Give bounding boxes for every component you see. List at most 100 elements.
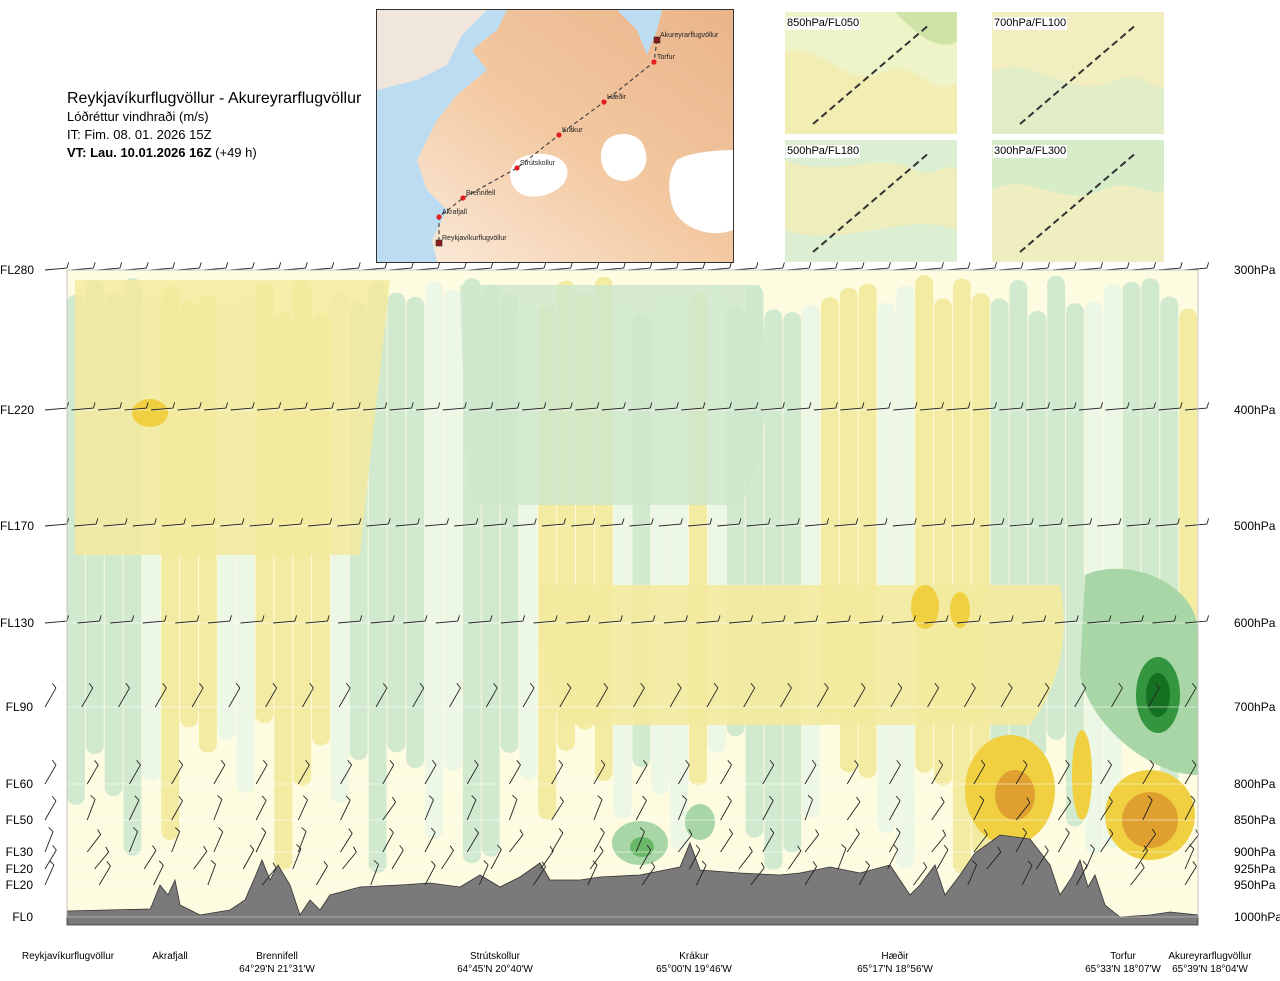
wind-barb-flag — [1153, 402, 1157, 409]
wind-barb-flag — [1027, 860, 1033, 866]
wind-barb-flag — [92, 262, 96, 269]
waypoint-name: Hæðir — [881, 951, 909, 962]
level-map-850-label: 850hPa/FL050 — [786, 17, 861, 30]
wind-barb — [255, 764, 268, 785]
wind-barb-flag — [972, 518, 976, 525]
wind-barb-flag — [353, 846, 357, 853]
wind-barb — [1100, 764, 1112, 785]
wind-barb — [635, 831, 645, 853]
wind-barb — [1184, 764, 1197, 785]
wind-barb — [204, 407, 227, 411]
wind-barb — [44, 800, 57, 821]
wind-barb-flag — [943, 518, 946, 525]
wind-barb-flag — [623, 402, 626, 409]
wind-barb — [213, 764, 226, 785]
wind-barb-flag — [888, 262, 891, 269]
waypoint-name: Akureyrarflugvöllur — [1168, 951, 1252, 962]
wind-barb — [1184, 407, 1207, 411]
wind-barb — [191, 523, 214, 527]
wind-barb-flag — [1118, 518, 1122, 525]
wind-barb — [541, 523, 564, 527]
wind-barb-flag — [865, 860, 870, 866]
pressure-level-label: 300hPa — [1234, 263, 1276, 277]
wind-barb — [533, 866, 546, 886]
product-title: Lóðréttur vindhraði (m/s) — [67, 109, 209, 124]
wind-barb — [973, 764, 986, 785]
wind-barb-flag — [592, 860, 598, 866]
wind-barb-flag — [943, 844, 949, 851]
waypoint-coord: 65°33'N 18°07'W — [1085, 964, 1161, 975]
wind-barb — [575, 407, 598, 411]
wind-barb-flag — [178, 795, 183, 802]
wind-barb-flag — [967, 262, 971, 269]
wind-barb-flag — [1065, 759, 1070, 766]
wind-barb-flag — [392, 615, 395, 622]
wind-barb-flag — [782, 262, 785, 269]
wind-barb — [813, 407, 836, 411]
wind-barb-flag — [1140, 862, 1145, 868]
wind-barb — [375, 687, 388, 708]
wind-barb — [1078, 407, 1101, 411]
wind-barb — [600, 523, 623, 527]
wind-barb-flag — [162, 682, 167, 689]
xs-lift-region — [460, 285, 766, 505]
wind-barb — [255, 800, 267, 821]
wind-barb-flag — [125, 682, 130, 689]
wind-barb — [466, 764, 479, 785]
wind-barb-flag — [392, 796, 397, 803]
wind-barb-flag — [729, 262, 732, 269]
wind-barb-flag — [382, 682, 388, 689]
wind-barb-flag — [497, 844, 502, 850]
flight-level-label: FL220 — [0, 403, 35, 417]
wind-barb — [780, 687, 792, 708]
flight-level-label: FL90 — [5, 700, 33, 714]
wind-barb-flag — [808, 262, 812, 269]
wind-barb-flag — [1100, 262, 1103, 269]
wind-barb-flag — [727, 759, 732, 766]
wind-barb-flag — [124, 518, 128, 525]
wind-barb-flag — [1060, 518, 1063, 525]
wind-barb-flag — [570, 402, 573, 409]
route-airport-marker — [435, 239, 443, 247]
wind-barb — [589, 850, 604, 870]
wind-barb-flag — [252, 262, 255, 269]
wind-barb-flag — [146, 262, 149, 269]
wind-barb — [571, 523, 594, 527]
wind-barb — [738, 851, 753, 870]
wind-barb-flag — [623, 262, 626, 269]
wind-barb — [706, 687, 719, 708]
wind-barb-flag — [855, 828, 860, 834]
wind-barb-flag — [419, 682, 425, 689]
wind-barb — [1184, 865, 1197, 886]
wind-barb — [999, 407, 1022, 411]
wind-barb-flag — [271, 518, 274, 525]
wind-barb-flag — [646, 844, 652, 851]
wind-barb-flag — [490, 262, 494, 269]
wind-barb-flag — [750, 615, 754, 622]
wind-barb — [240, 620, 263, 624]
wind-barb — [382, 832, 394, 853]
level-map-300-shade — [992, 184, 1164, 262]
wind-barb-flag — [1151, 828, 1157, 835]
wind-barb-flag — [220, 759, 226, 766]
xs-updraft-column — [1103, 284, 1122, 848]
cross-section-chart — [0, 255, 1280, 935]
route-waypoint-marker — [556, 132, 562, 138]
level-map-850-svg — [785, 12, 957, 134]
wind-barb-flag — [278, 402, 282, 409]
xs-updraft-column — [425, 281, 444, 839]
wind-barb — [74, 523, 97, 527]
wind-barb-flag — [92, 402, 96, 409]
route-title: Reykjavíkurflugvöllur - Akureyrarflugvöl… — [67, 90, 362, 107]
level-map-300-route — [1019, 151, 1138, 253]
wind-barb — [1158, 407, 1181, 411]
waypoint-coord: 64°45'N 20°40'W — [457, 964, 533, 975]
wind-barb — [153, 865, 164, 886]
waypoint-label: Akrafjall — [110, 950, 230, 963]
route-map: Akureyrarflugvöllur Torfur Hæðir Krákur Strú… — [376, 9, 734, 263]
wind-barb — [734, 407, 757, 411]
wind-barb-flag — [884, 518, 888, 525]
wind-barb-flag — [210, 860, 216, 865]
wind-barb — [551, 832, 564, 853]
wind-barb-flag — [860, 682, 866, 689]
